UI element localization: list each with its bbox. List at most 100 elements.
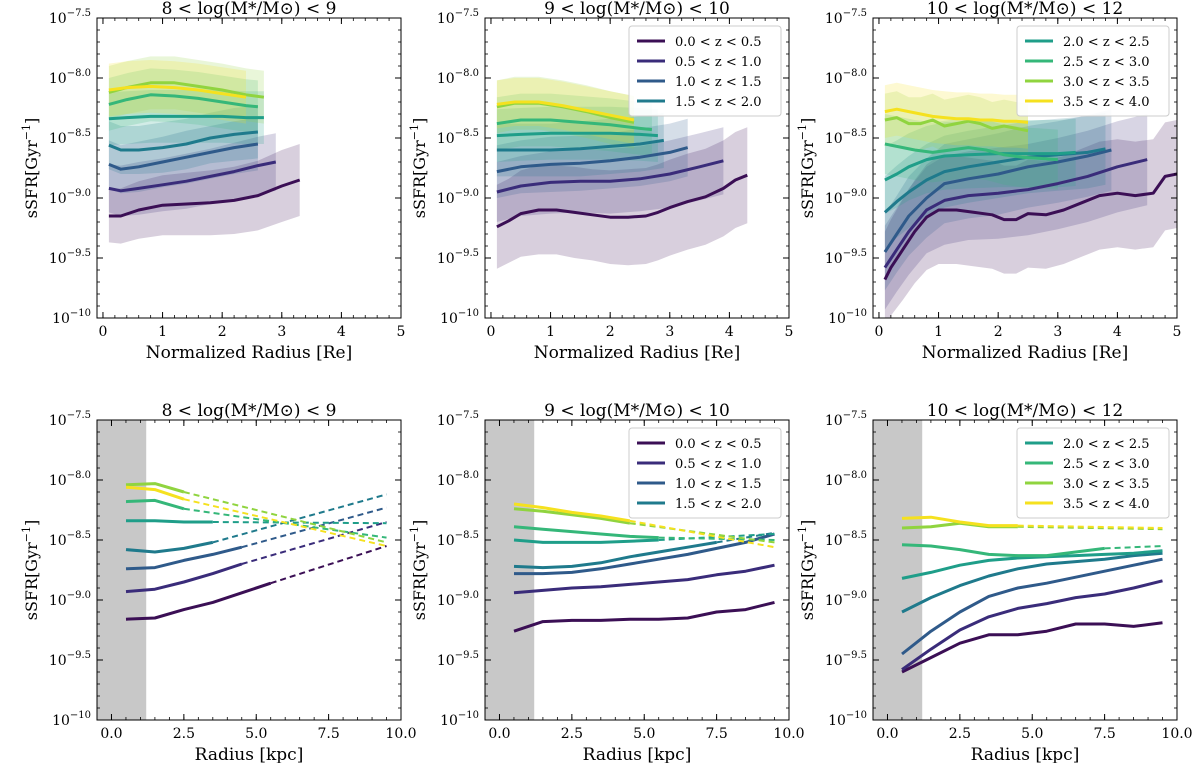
y-tick-label: 10−7.5 [825, 410, 867, 429]
legend-box [628, 427, 782, 519]
legend-label-z4: 2.0 < z < 2.5 [1063, 437, 1150, 452]
panel-4: 0.0 2.5 5.0 7.5 10.0 10−10 10−9.5 10−9.0 10−8.5 1… [20, 401, 417, 763]
legend-label-z5: 2.5 < z < 3.0 [1063, 55, 1150, 70]
x-tick-label: 5 [397, 324, 406, 340]
series-line-z0 [513, 600, 775, 633]
x-tick-label: 2.5 [949, 726, 971, 742]
x-tick-label: 4 [1113, 324, 1122, 340]
extrapolation-z5 [1104, 545, 1163, 550]
series-line-z1 [901, 579, 1163, 671]
band-z3 [884, 112, 1106, 249]
band-z7 [496, 78, 634, 144]
y-axis-label: sSFR[Gyr−1] [796, 118, 817, 219]
series-line-z3 [496, 138, 665, 152]
x-tick-label: 5.0 [245, 726, 267, 742]
y-tick-label: 10−9.0 [825, 590, 867, 609]
x-tick-label: 2 [606, 324, 615, 340]
panel-3: 0 1 2 3 4 5 10−10 10−9.5 10−9.0 10−8.5 10−8.0 10−7.… [796, 0, 1181, 363]
series-line-z0 [901, 621, 1163, 674]
extrapolation-z4 [212, 521, 387, 525]
y-tick-label: 10−9.5 [437, 248, 479, 267]
x-tick-label: 0 [98, 324, 107, 340]
extrapolation-z6 [1017, 525, 1163, 531]
x-tick-label: 5.0 [633, 726, 655, 742]
series-line-z1 [496, 159, 724, 194]
extrapolation-z3 [212, 493, 387, 544]
x-tick-label: 0 [874, 324, 883, 340]
axes-frame [872, 419, 1178, 721]
series-line-z6 [125, 482, 185, 494]
panel-title: 8 < log(M*/M⊙) < 9 [162, 0, 337, 19]
series-line-z0 [125, 581, 272, 621]
plot-area [873, 420, 1163, 720]
series-line-z0 [108, 178, 301, 218]
band-z3 [108, 105, 258, 174]
x-tick-label: 2.5 [561, 726, 583, 742]
panel-title: 9 < log(M*/M⊙) < 10 [544, 401, 730, 421]
extrapolation-z7 [183, 498, 387, 547]
x-tick-label: 5.0 [1021, 726, 1043, 742]
series-line-z1 [125, 562, 243, 594]
x-tick-label: 10.0 [1161, 726, 1192, 742]
y-tick-label: 10−8.0 [825, 470, 867, 489]
x-tick-label: 10.0 [773, 726, 804, 742]
x-tick-label: 0.0 [488, 726, 510, 742]
x-tick-label: 7.5 [1093, 726, 1115, 742]
panel-title: 10 < log(M*/M⊙) < 12 [927, 0, 1123, 19]
y-tick-label: 10−7.5 [437, 410, 479, 429]
extrapolation-z6 [629, 522, 775, 544]
series-line-z5 [513, 525, 659, 540]
series-line-z4 [108, 114, 264, 121]
x-tick-label: 1 [934, 324, 943, 340]
x-tick-label: 3 [665, 324, 674, 340]
band-z1 [884, 114, 1148, 310]
series-line-z1 [513, 563, 775, 595]
x-tick-label: 5 [785, 324, 794, 340]
y-tick-label: 10−10 [828, 308, 867, 327]
x-axis-label: Radius [kpc] [195, 745, 304, 763]
plot-area [496, 76, 748, 269]
x-axis-label: Normalized Radius [Re] [534, 343, 741, 363]
x-tick-label: 1 [546, 324, 555, 340]
series-line-z3 [108, 130, 259, 152]
series-line-z3 [125, 540, 214, 554]
x-tick-label: 10.0 [385, 726, 416, 742]
series-line-z2 [108, 142, 259, 171]
y-tick-label: 10−9.0 [49, 188, 91, 207]
x-tick-label: 3 [277, 324, 286, 340]
y-tick-label: 10−9.5 [49, 650, 91, 669]
y-tick-label: 10−8.5 [437, 530, 479, 549]
x-tick-label: 0.0 [876, 726, 898, 742]
extrapolation-z0 [270, 545, 387, 585]
y-axis-label: sSFR[Gyr−1] [408, 520, 429, 621]
x-tick-label: 5 [1173, 324, 1182, 340]
x-tick-label: 1 [158, 324, 167, 340]
series-line-z4 [901, 549, 1163, 580]
y-tick-label: 10−9.0 [437, 188, 479, 207]
panel-1: 0 1 2 3 4 5 10−10 10−9.5 10−9.0 10−8.5 10−8.0 10−7.… [20, 0, 405, 363]
series-line-z7 [884, 107, 1029, 124]
legend-label-z4: 2.0 < z < 2.5 [1063, 35, 1150, 50]
x-tick-label: 4 [725, 324, 734, 340]
y-tick-label: 10−10 [828, 710, 867, 729]
y-tick-label: 10−9.0 [49, 590, 91, 609]
legend-label-z1: 0.5 < z < 1.0 [675, 55, 762, 70]
band-z5 [496, 93, 652, 156]
y-axis-label: sSFR[Gyr−1] [796, 520, 817, 621]
legend-label-z6: 3.0 < z < 3.5 [1063, 477, 1150, 492]
y-axis-label: sSFR[Gyr−1] [20, 520, 41, 621]
legend-label-z2: 1.0 < z < 1.5 [675, 477, 762, 492]
panel-title: 10 < log(M*/M⊙) < 12 [927, 401, 1123, 421]
series-line-z4 [126, 519, 213, 524]
series-line-z3 [513, 540, 717, 570]
y-axis-label: sSFR[Gyr−1] [20, 118, 41, 219]
panel-title: 9 < log(M*/M⊙) < 10 [544, 0, 730, 19]
x-tick-label: 0 [486, 324, 495, 340]
series-line-z4 [496, 131, 659, 138]
panel-6: 0.0 2.5 5.0 7.5 10.0 10−10 10−9.5 10−9.0 10−8.5 1… [796, 401, 1193, 763]
series-line-z5 [108, 93, 259, 109]
series-line-z5 [125, 498, 185, 511]
series-line-z2 [496, 146, 689, 174]
x-axis-label: Normalized Radius [Re] [922, 343, 1129, 363]
series-line-z6 [513, 507, 631, 525]
